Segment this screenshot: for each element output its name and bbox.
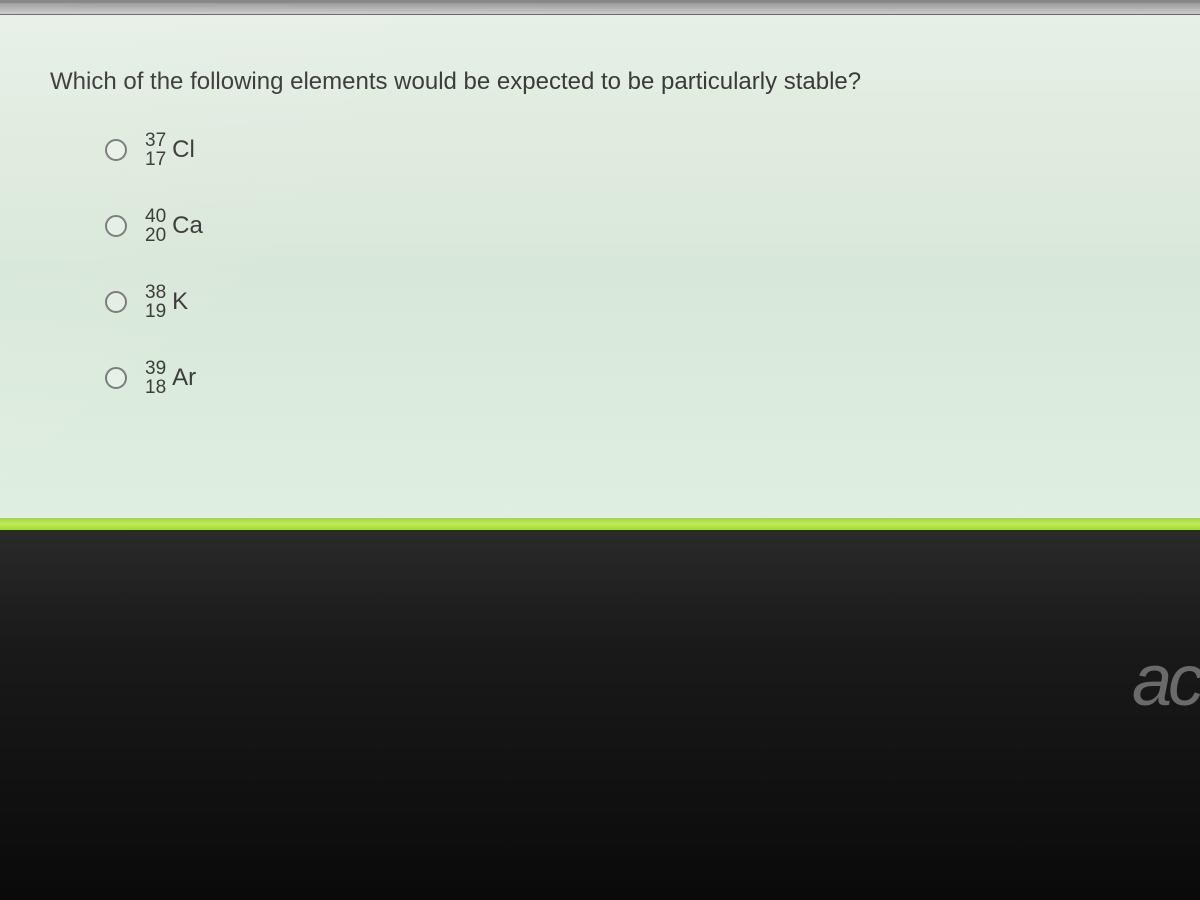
radio-icon[interactable] (105, 215, 127, 237)
isotope-numbers: 37 17 (145, 131, 166, 169)
element-symbol: K (172, 288, 188, 316)
isotope-label-ca: 40 20 Ca (145, 207, 203, 245)
question-text: Which of the following elements would be… (50, 68, 1150, 96)
atomic-number: 20 (145, 226, 166, 245)
atomic-number: 19 (145, 302, 166, 321)
radio-icon[interactable] (105, 291, 127, 313)
options-group: 37 17 Cl 40 20 Ca 38 19 (50, 131, 1150, 397)
atomic-number: 18 (145, 378, 166, 397)
element-symbol: Cl (172, 136, 195, 164)
isotope-numbers: 38 19 (145, 283, 166, 321)
element-symbol: Ca (172, 212, 203, 240)
radio-icon[interactable] (105, 367, 127, 389)
isotope-numbers: 39 18 (145, 359, 166, 397)
window-top-edge (0, 3, 1200, 15)
atomic-number: 17 (145, 150, 166, 169)
monitor-bezel: ac (0, 530, 1200, 900)
mass-number: 38 (145, 283, 166, 302)
isotope-label-k: 38 19 K (145, 283, 188, 321)
mass-number: 40 (145, 207, 166, 226)
radio-icon[interactable] (105, 139, 127, 161)
mass-number: 37 (145, 131, 166, 150)
mass-number: 39 (145, 359, 166, 378)
quiz-content-panel: Which of the following elements would be… (0, 0, 1200, 530)
option-row-ca[interactable]: 40 20 Ca (105, 207, 1150, 245)
option-row-cl[interactable]: 37 17 Cl (105, 131, 1150, 169)
isotope-numbers: 40 20 (145, 207, 166, 245)
isotope-label-ar: 39 18 Ar (145, 359, 196, 397)
accent-divider (0, 518, 1200, 530)
option-row-k[interactable]: 38 19 K (105, 283, 1150, 321)
monitor-brand-logo: ac (1132, 640, 1200, 722)
isotope-label-cl: 37 17 Cl (145, 131, 195, 169)
option-row-ar[interactable]: 39 18 Ar (105, 359, 1150, 397)
element-symbol: Ar (172, 364, 196, 392)
